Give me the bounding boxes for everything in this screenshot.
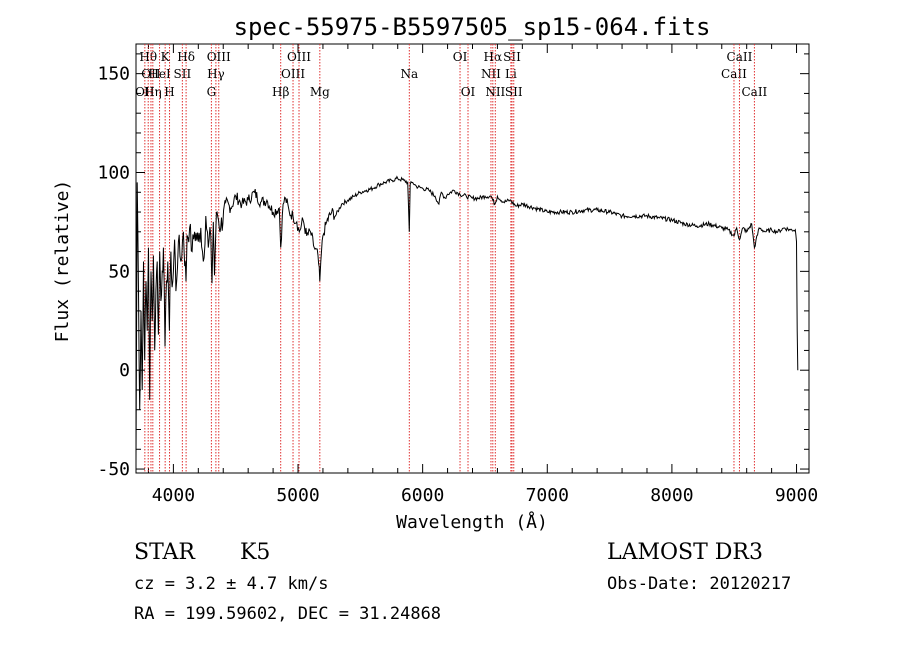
y-tick-label: 100 <box>97 163 130 184</box>
x-tick-label: 4000 <box>152 485 195 506</box>
spectral-line-label: OI <box>453 50 468 64</box>
spectral-line-label: SII <box>503 50 521 64</box>
chart-title: spec-55975-B5597505_sp15-064.fits <box>234 13 711 41</box>
coordinates: RA = 199.59602, DEC = 31.24868 <box>134 604 442 624</box>
y-axis-label: Flux (relative) <box>52 180 73 343</box>
spectral-line-label: OII <box>135 85 155 99</box>
observation-date: Obs-Date: 20120217 <box>607 574 792 594</box>
y-tick-label: 150 <box>97 64 130 85</box>
spectral-line-label: HeI <box>148 67 171 81</box>
spectral-line-label: OIII <box>287 50 311 64</box>
spectral-line-label: NII <box>485 85 505 99</box>
x-tick-label: 6000 <box>401 485 444 506</box>
spectral-line-label: Hδ <box>177 50 195 64</box>
spectral-line-label: Hγ <box>207 67 225 81</box>
spectral-line-label: CaII <box>741 85 767 99</box>
x-tick-label: 7000 <box>526 485 569 506</box>
x-tick-label: 8000 <box>650 485 693 506</box>
spectral-line-label: Li <box>505 67 517 81</box>
spectral-line-label: SII <box>174 67 192 81</box>
spectral-line-label: Hβ <box>272 85 289 99</box>
spectral-line-markers: OIIHθOIIHηHeIKHSIIHδGHγOIIIHβOIIIOIIIMgN… <box>135 44 768 473</box>
y-tick-label: -50 <box>97 459 130 480</box>
y-tick-label: 50 <box>108 261 130 282</box>
spectral-line-label: SII <box>505 85 523 99</box>
spectral-line-label: CaII <box>721 67 747 81</box>
spectral-line-label: OIII <box>281 67 305 81</box>
spectral-line-label: H <box>164 85 174 99</box>
spectral-line-label: Hα <box>484 50 503 64</box>
object-class: STAR <box>134 540 195 565</box>
x-tick-label: 5000 <box>276 485 319 506</box>
axis-ticks: 4000 5000 6000 7000 8000 9000 -50 0 50 100 150 <box>97 44 818 506</box>
object-subclass: K5 <box>240 540 271 565</box>
spectral-line-label: OI <box>461 85 476 99</box>
spectral-line-label: K <box>161 50 171 64</box>
spectral-line-label: G <box>207 85 217 99</box>
spectral-line-label: Hθ <box>139 50 157 64</box>
redshift-velocity: cz = 3.2 ± 4.7 km/s <box>134 574 329 594</box>
flux-series-line <box>135 175 799 460</box>
spectral-line-label: CaII <box>727 50 753 64</box>
spectral-line-label: OII <box>141 67 161 81</box>
survey-name: LAMOST DR3 <box>607 540 763 565</box>
spectral-line-label: NII <box>481 67 501 81</box>
plot-frame <box>135 43 810 474</box>
x-tick-label: 9000 <box>775 485 818 506</box>
spectral-line-label: Na <box>400 67 418 81</box>
spectral-line-label: OIII <box>207 50 231 64</box>
spectral-line-label: Mg <box>310 85 330 99</box>
y-tick-label: 0 <box>119 360 130 381</box>
x-axis-label: Wavelength (Å) <box>396 511 548 533</box>
spectral-line-label: Hη <box>144 85 162 99</box>
